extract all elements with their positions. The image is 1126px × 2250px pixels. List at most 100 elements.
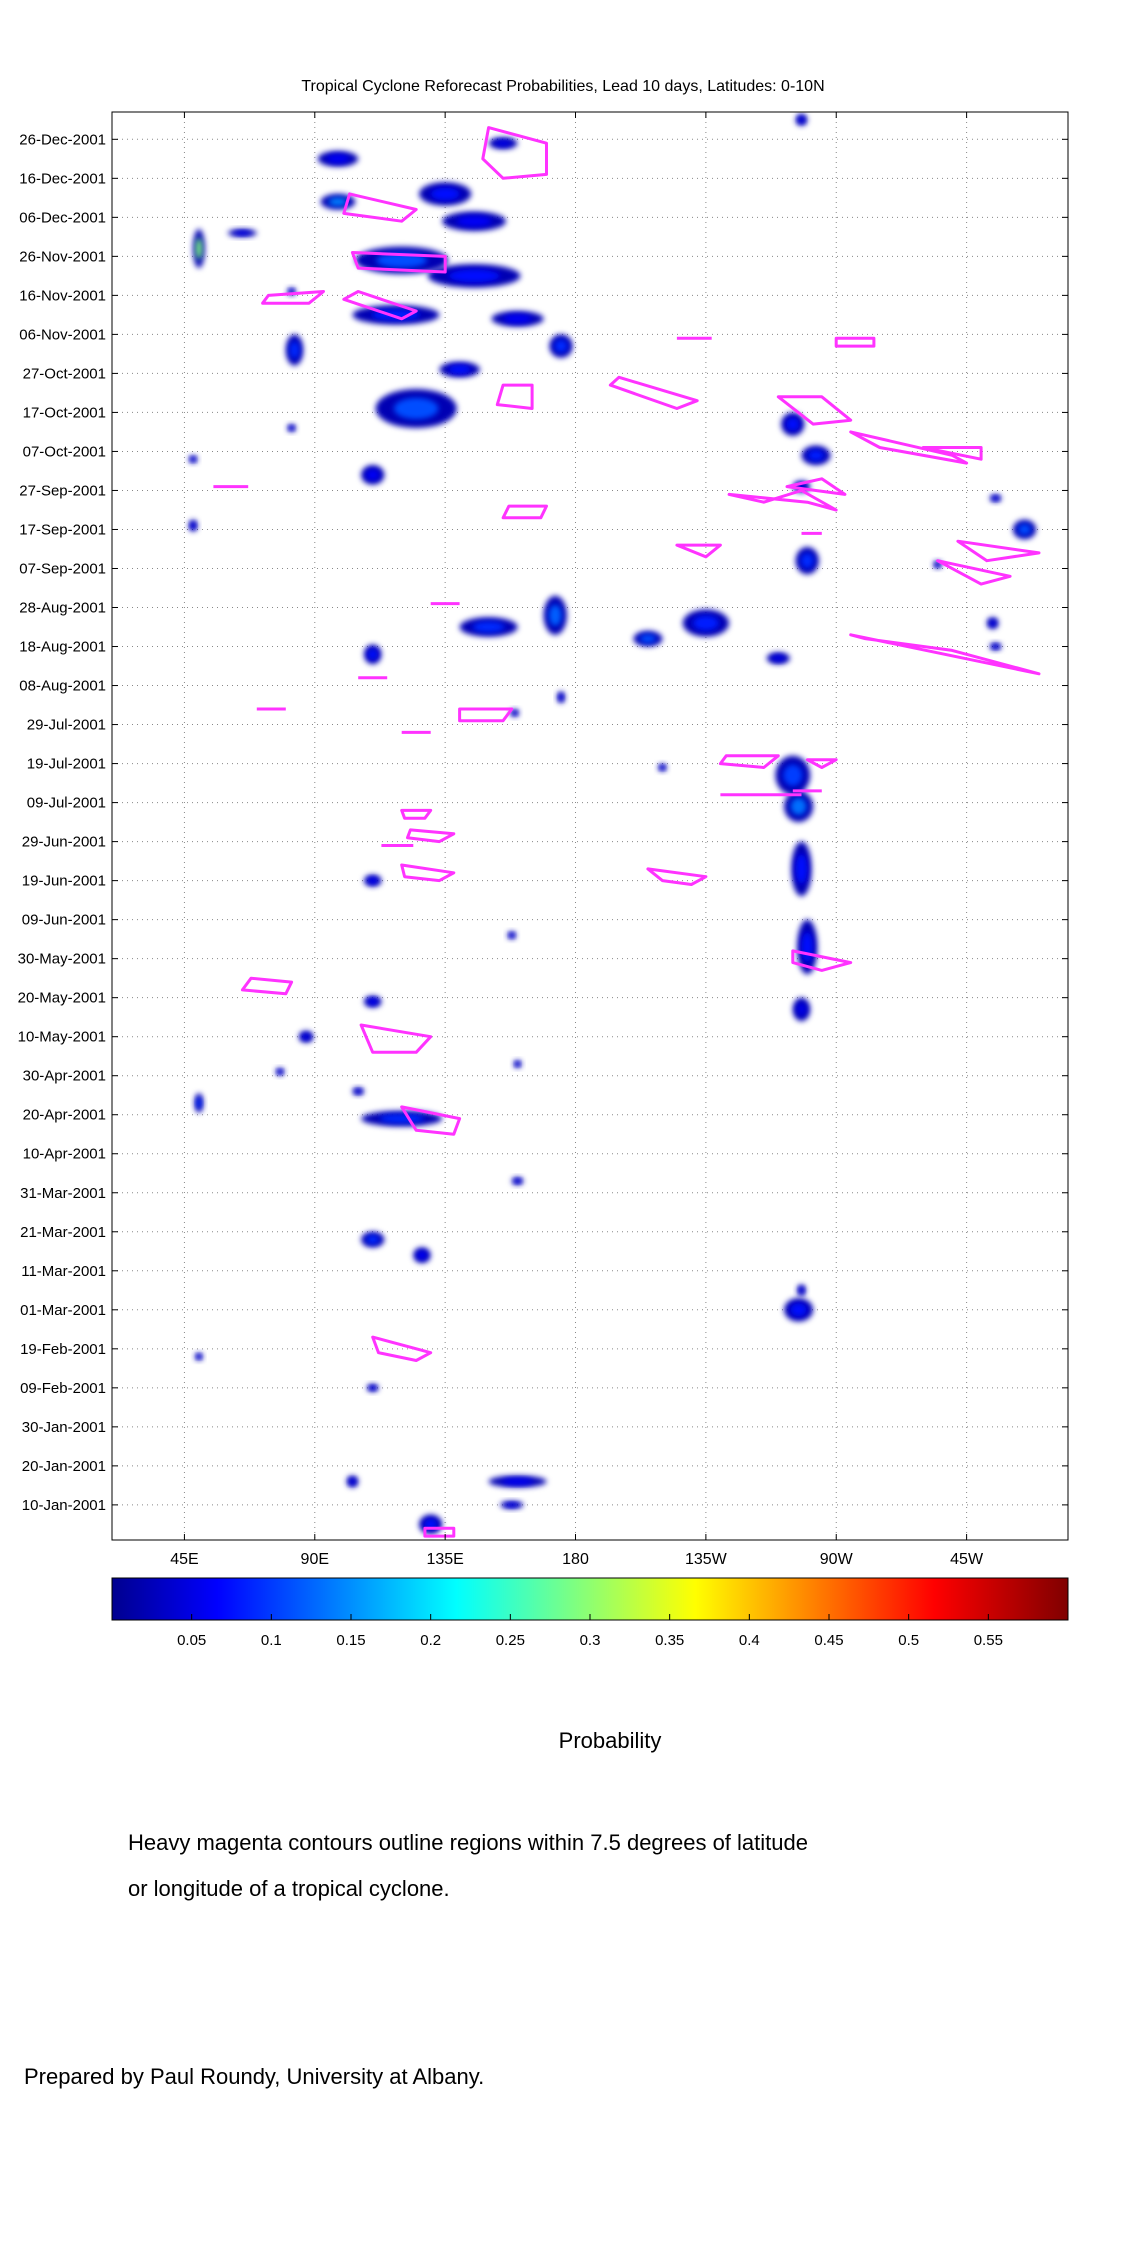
probability-region [366,1383,379,1392]
probability-region [1012,519,1037,540]
region-core [514,1178,521,1184]
region-core [796,1002,807,1016]
tc-contour [342,192,418,223]
colorbar-tick-label: 0.2 [420,1632,441,1649]
region-core [472,621,505,633]
colorbar-tick-label: 0.25 [496,1632,525,1649]
probability-region [427,264,521,288]
probability-region [797,1284,806,1297]
y-tick-label: 29-Jul-2001 [27,717,106,734]
tc-contours [213,126,1041,1538]
y-axis: 26-Dec-2001 16-Dec-2001 06-Dec-2001 26-Nov-… [18,131,1068,1514]
region-core [289,341,300,359]
contour-note: Heavy magenta contours outline regions w… [128,1820,1028,1912]
probability-region [792,997,811,1022]
region-core [366,1235,380,1244]
probability-region [766,652,790,665]
tc-contour [936,559,1012,586]
y-tick-label: 10-May-2001 [18,1029,106,1046]
region-core [639,634,656,644]
y-tick-label: 30-Jan-2001 [22,1419,106,1436]
y-tick-label: 27-Sep-2001 [19,482,106,499]
colorbar-tick-label: 0.3 [580,1632,601,1649]
tc-contour [834,336,876,348]
region-core [799,1287,804,1294]
tc-contour [921,446,983,461]
probability-region [459,617,518,637]
probability-region [491,310,544,327]
region-core [800,553,814,569]
probability-region [364,644,382,665]
region-core [448,269,500,283]
chart-title: Tropical Cyclone Reforecast Probabilitie… [301,78,825,95]
tc-contour [849,430,969,465]
probability-region [188,519,198,532]
region-core [515,1061,520,1067]
probability-region [442,211,506,231]
region-core [328,197,348,207]
probability-region [361,1231,385,1248]
tc-contour [406,828,456,844]
x-tick-label: 180 [562,1551,589,1568]
probability-region [801,445,831,466]
region-core [367,998,378,1005]
y-tick-label: 17-Sep-2001 [19,521,106,538]
tc-contour [776,395,853,426]
y-tick-label: 21-Mar-2001 [20,1224,106,1241]
y-tick-label: 26-Nov-2001 [19,248,106,265]
probability-region [986,617,999,629]
region-core [190,457,196,462]
region-core [349,1478,356,1485]
tc-contour [495,383,534,410]
x-tick-label: 45W [950,1551,984,1568]
colorbar-tick-label: 0.55 [974,1632,1003,1649]
probability-region [795,547,819,575]
y-tick-label: 20-Jan-2001 [22,1458,106,1475]
probability-region [361,1110,443,1127]
y-tick-label: 16-Dec-2001 [19,170,106,187]
tc-contour [400,808,433,820]
probability-region [352,1087,365,1096]
x-tick-label: 90E [301,1551,329,1568]
probability-region [513,1060,522,1068]
y-tick-label: 01-Mar-2001 [20,1302,106,1319]
probability-region [194,1093,204,1113]
tc-contour [785,477,847,496]
tc-contour [805,758,838,769]
probability-region [543,595,567,635]
region-core [1018,524,1031,535]
region-core [234,230,251,236]
tc-contour [342,290,418,321]
x-tick-label: 135W [685,1551,728,1568]
region-core [795,853,808,884]
probability-region [989,642,1002,651]
tc-contour [400,1105,462,1136]
colorbar-tick-label: 0.35 [655,1632,684,1649]
colorbar-label: Probability [558,1728,662,1753]
region-core [783,764,803,787]
region-core [456,215,492,227]
y-tick-label: 10-Apr-2001 [23,1146,106,1163]
region-core [302,1033,311,1040]
y-tick-label: 10-Jan-2001 [22,1497,106,1514]
probability-region [557,691,566,704]
y-tick-label: 07-Oct-2001 [23,443,106,460]
probability-region [633,630,663,647]
probability-region [784,1298,814,1322]
x-tick-label: 45E [170,1551,198,1568]
colorbar-gradient [111,1577,1069,1621]
y-tick-label: 28-Aug-2001 [19,600,106,617]
region-core [190,522,196,529]
probability-regions [188,113,1037,1535]
y-tick-label: 08-Aug-2001 [19,678,106,695]
contour-note-line-1: Heavy magenta contours outline regions w… [128,1830,808,1855]
region-core [369,1385,376,1390]
heatmap-plot: 26-Dec-2001 16-Dec-2001 06-Dec-2001 26-Nov-… [18,111,1069,1568]
region-core [554,339,568,353]
probability-region [413,1247,431,1263]
region-core [417,1250,427,1260]
tc-contour [956,539,1041,563]
colorbar-tick-label: 0.1 [261,1632,282,1649]
probability-region [488,1475,547,1488]
credit-text: Prepared by Paul Roundy, University at A… [24,2064,485,2089]
